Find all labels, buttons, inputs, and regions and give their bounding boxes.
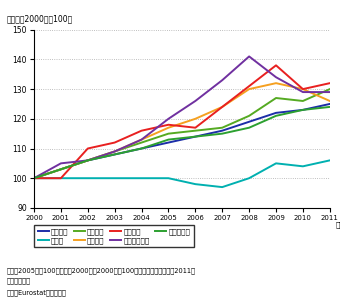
ドイツ [59, 176, 63, 180]
フランス [86, 159, 90, 162]
スペイン [220, 105, 224, 109]
イタリア [86, 159, 90, 162]
Line: イタリア: イタリア [34, 89, 330, 178]
Legend: フランス, ドイツ, イタリア, スペイン, ギリシャ, アイルランド, ポルトガル: フランス, ドイツ, イタリア, スペイン, ギリシャ, アイルランド, ポルト… [34, 225, 194, 247]
ギリシャ [220, 105, 224, 109]
フランス [166, 141, 170, 144]
スペイン [113, 150, 117, 153]
アイルランド [113, 150, 117, 153]
ポルトガル [139, 147, 143, 150]
スペイン [86, 159, 90, 162]
ポルトガル [328, 105, 332, 109]
フランス [274, 111, 278, 115]
ドイツ [193, 182, 198, 186]
フランス [139, 147, 143, 150]
スペイン [166, 126, 170, 129]
Line: スペイン: スペイン [34, 83, 330, 178]
Line: ドイツ: ドイツ [34, 160, 330, 187]
アイルランド [166, 117, 170, 121]
スペイン [193, 117, 198, 121]
ギリシャ [113, 141, 117, 144]
Line: アイルランド: アイルランド [34, 56, 330, 178]
フランス [113, 153, 117, 156]
イタリア [274, 96, 278, 100]
スペイン [301, 87, 305, 91]
ギリシャ [139, 129, 143, 132]
フランス [193, 135, 198, 138]
ドイツ [113, 176, 117, 180]
ポルトガル [32, 176, 36, 180]
アイルランド [59, 162, 63, 165]
Text: （指数、2000年＝100）: （指数、2000年＝100） [7, 15, 73, 24]
ギリシャ [166, 123, 170, 127]
ドイツ [247, 176, 251, 180]
Line: フランス: フランス [34, 104, 330, 178]
スペイン [139, 138, 143, 141]
ポルトガル [113, 153, 117, 156]
ギリシャ [301, 87, 305, 91]
スペイン [59, 168, 63, 171]
アイルランド [247, 55, 251, 58]
イタリア [328, 87, 332, 91]
アイルランド [32, 176, 36, 180]
イタリア [113, 150, 117, 153]
フランス [59, 168, 63, 171]
イタリア [139, 141, 143, 144]
イタリア [220, 126, 224, 129]
Text: は予想値。: は予想値。 [7, 278, 31, 284]
アイルランド [301, 90, 305, 94]
ポルトガル [274, 114, 278, 118]
ドイツ [139, 176, 143, 180]
スペイン [274, 81, 278, 85]
イタリア [193, 129, 198, 132]
Text: （年）: （年） [335, 222, 340, 228]
アイルランド [220, 78, 224, 82]
ドイツ [328, 159, 332, 162]
スペイン [32, 176, 36, 180]
ポルトガル [247, 126, 251, 129]
アイルランド [274, 75, 278, 79]
ポルトガル [220, 132, 224, 135]
フランス [220, 129, 224, 132]
スペイン [247, 87, 251, 91]
イタリア [301, 99, 305, 103]
ドイツ [301, 165, 305, 168]
イタリア [166, 132, 170, 135]
Line: ギリシャ: ギリシャ [34, 65, 330, 178]
ギリシャ [59, 176, 63, 180]
ギリシャ [86, 147, 90, 150]
ギリシャ [32, 176, 36, 180]
イタリア [247, 114, 251, 118]
フランス [247, 120, 251, 124]
ギリシャ [193, 126, 198, 129]
スペイン [328, 99, 332, 103]
ドイツ [220, 185, 224, 189]
アイルランド [139, 138, 143, 141]
ポルトガル [301, 108, 305, 112]
ポルトガル [166, 138, 170, 141]
ドイツ [86, 176, 90, 180]
ポルトガル [86, 159, 90, 162]
イタリア [32, 176, 36, 180]
ギリシャ [247, 84, 251, 88]
アイルランド [193, 99, 198, 103]
フランス [328, 102, 332, 106]
ドイツ [166, 176, 170, 180]
ギリシャ [328, 81, 332, 85]
Text: 備考：2005年＝100の指数を2000年を2000年を100とした数値に再計算。2011年: 備考：2005年＝100の指数を2000年を2000年を100とした数値に再計算… [7, 267, 196, 274]
ギリシャ [274, 64, 278, 67]
アイルランド [328, 90, 332, 94]
ポルトガル [193, 135, 198, 138]
ドイツ [274, 162, 278, 165]
ポルトガル [59, 168, 63, 171]
アイルランド [86, 159, 90, 162]
Text: 資料：Eurostatから作成。: 資料：Eurostatから作成。 [7, 290, 67, 296]
ドイツ [32, 176, 36, 180]
Line: ポルトガル: ポルトガル [34, 107, 330, 178]
フランス [301, 108, 305, 112]
イタリア [59, 168, 63, 171]
フランス [32, 176, 36, 180]
